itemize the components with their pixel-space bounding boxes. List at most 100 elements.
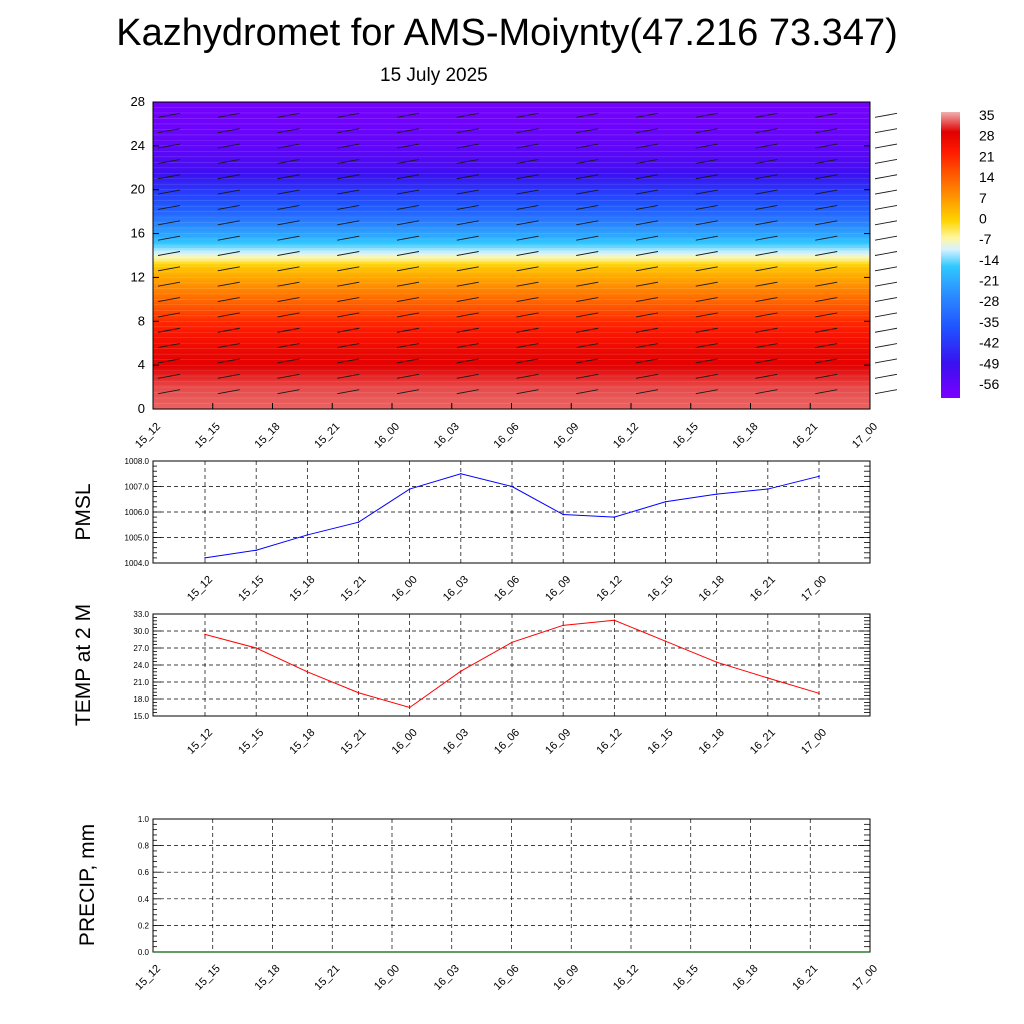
x-tick-label: 16_09 — [543, 574, 573, 604]
wind-barb — [695, 327, 718, 333]
colorbar-label: 14 — [979, 169, 995, 185]
temperature-band — [153, 156, 870, 161]
temperature-band — [153, 107, 870, 111]
wind-barb — [755, 251, 778, 256]
temperature-band — [153, 293, 870, 298]
wind-barb — [695, 312, 718, 318]
temperature-band — [153, 126, 870, 131]
wind-barb — [755, 281, 778, 287]
wind-barb — [755, 327, 778, 333]
wind-barb — [157, 343, 181, 349]
y-tick-label: 8 — [138, 313, 145, 328]
temperature-band — [153, 181, 870, 185]
temp-data-point — [562, 624, 564, 627]
wind-barb — [576, 373, 599, 379]
wind-barb — [217, 112, 240, 118]
wind-barb — [635, 343, 659, 349]
wind-barb — [874, 158, 898, 164]
wind-barb — [516, 281, 539, 287]
x-tick-label: 16_03 — [432, 421, 462, 451]
pmsl-data-point — [664, 501, 667, 503]
temperature-band — [153, 211, 870, 215]
x-tick-label: 15_21 — [312, 963, 342, 993]
wind-barb — [157, 312, 181, 318]
temperature-band — [153, 132, 870, 136]
wind-barb — [277, 174, 300, 180]
temperature-band — [153, 189, 870, 194]
y-tick-label: 18.0 — [133, 695, 149, 704]
wind-barb — [635, 220, 659, 226]
wind-barb — [755, 312, 778, 318]
wind-barb — [635, 174, 659, 180]
wind-barb — [157, 281, 181, 287]
temp-data-point — [204, 633, 206, 636]
wind-barb — [874, 235, 898, 241]
temperature-band — [153, 274, 870, 279]
temperature-band — [153, 392, 870, 396]
temperature-band — [153, 241, 870, 246]
x-tick-label: 15_15 — [236, 727, 266, 757]
temperature-band — [153, 304, 870, 309]
wind-barb — [695, 128, 718, 134]
wind-barb — [874, 343, 898, 349]
temperature-band — [153, 340, 870, 344]
temperature-band — [153, 186, 870, 191]
temperature-2m-panel: 15.0 18.0 21.0 24.0 27.0 30.0 33.0 15_12 15_15 15… — [72, 604, 871, 757]
wind-barb — [576, 266, 599, 272]
x-tick-label: 16_21 — [790, 963, 820, 993]
wind-barb — [396, 174, 420, 180]
x-tick-label: 16_18 — [697, 727, 727, 757]
wind-barb — [576, 358, 599, 364]
wind-barb — [157, 327, 181, 333]
wind-barb — [396, 281, 420, 287]
wind-barb — [695, 297, 718, 302]
y-tick-label: 1007.0 — [125, 483, 150, 492]
wind-barb — [874, 297, 898, 302]
wind-barb — [157, 158, 181, 164]
wind-barb — [157, 128, 181, 134]
wind-barb — [456, 297, 479, 302]
temperature-band — [153, 225, 870, 229]
wind-barb — [157, 189, 181, 195]
temperature-band — [153, 373, 870, 377]
pmsl-data-point — [613, 516, 616, 518]
colorbar-label: -35 — [979, 314, 999, 330]
wind-barb — [576, 112, 599, 118]
x-tick-label: 16_06 — [492, 963, 522, 993]
temperature-band — [153, 197, 870, 202]
wind-barb — [695, 220, 718, 226]
wind-barb — [456, 312, 479, 318]
colorbar-label: -42 — [979, 335, 999, 351]
wind-barb — [337, 343, 360, 349]
y-tick-label: 1.0 — [138, 815, 150, 824]
wind-barb — [576, 281, 599, 287]
temperature-band — [153, 233, 870, 237]
x-tick-label: 16_15 — [646, 727, 676, 757]
wind-barb — [396, 266, 420, 272]
temperature-band — [153, 400, 870, 405]
temperature-band — [153, 260, 870, 265]
temperature-band — [153, 324, 870, 328]
wind-barb — [635, 358, 659, 364]
wind-barb — [277, 128, 300, 134]
wind-barb — [635, 235, 659, 241]
wind-barb — [396, 389, 420, 395]
wind-barb — [456, 358, 479, 364]
temperature-band — [153, 228, 870, 232]
x-tick-label: 15_21 — [339, 727, 369, 757]
wind-barb — [576, 251, 599, 256]
wind-barb — [157, 297, 181, 302]
wind-barb — [695, 389, 718, 395]
colorbar-label: 28 — [979, 128, 995, 144]
wind-barb — [635, 158, 659, 164]
x-tick-label: 15_12 — [133, 421, 163, 451]
x-tick-label: 16_06 — [492, 727, 522, 757]
wind-barb — [217, 174, 240, 180]
wind-barb — [815, 174, 838, 180]
temperature-band — [153, 219, 870, 224]
temperature-band — [153, 307, 870, 311]
x-tick-label: 17_00 — [850, 421, 880, 451]
wind-barb — [456, 266, 479, 272]
wind-barb — [277, 373, 300, 379]
temperature-band — [153, 173, 870, 177]
